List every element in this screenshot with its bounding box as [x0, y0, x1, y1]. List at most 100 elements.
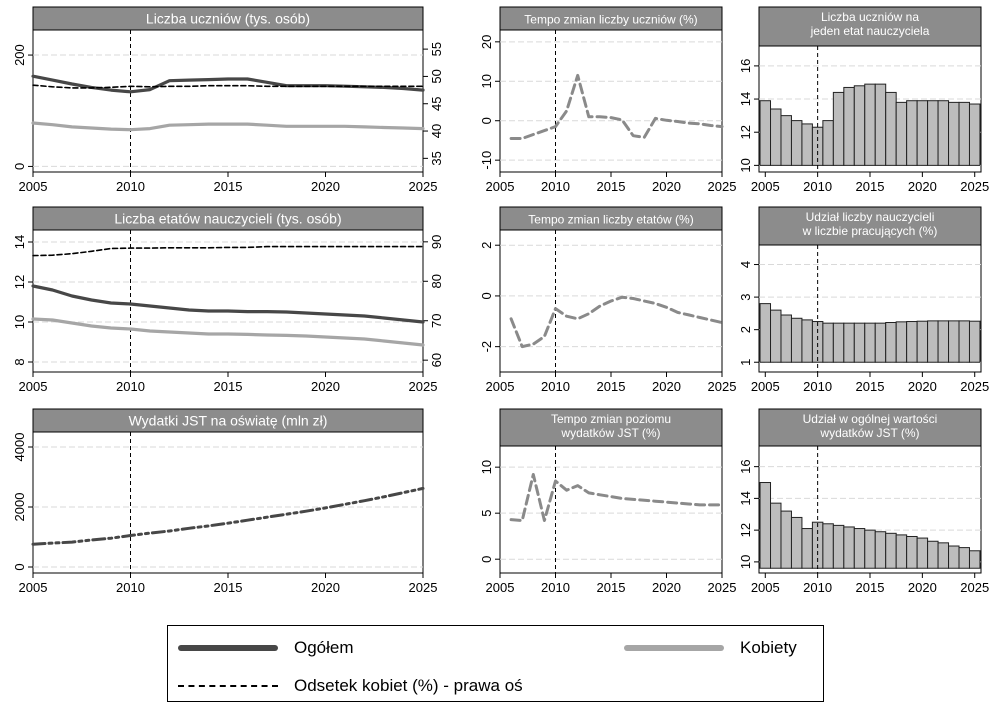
x-tick-label-p2: 2025 — [708, 179, 737, 194]
legend-swatch-ogolem — [178, 645, 278, 651]
y-tick-label-p9: 12 — [738, 523, 753, 537]
legend-item-kobiety: Kobiety — [624, 638, 797, 658]
x-tick-label-p2: 2010 — [541, 179, 570, 194]
plot-area-p8 — [499, 445, 723, 574]
bar-p3 — [958, 101, 970, 166]
x-tick-label-p1: 2010 — [116, 179, 145, 194]
panel-header-p9 — [758, 408, 982, 447]
bar-p6 — [853, 322, 866, 363]
x-tick-label-p3: 2015 — [856, 179, 885, 194]
y2-tick-label-p4: 80 — [429, 274, 444, 288]
bar-p3 — [853, 85, 866, 166]
x-tick-label-p7: 2015 — [214, 580, 243, 595]
series-line-kobiety-p4 — [31, 317, 425, 347]
x-tick-label-p1: 2005 — [19, 179, 48, 194]
y2-tick-label-p1: 55 — [429, 42, 444, 56]
panel-header-p8 — [499, 408, 723, 447]
y2-tick-label-p1: 50 — [429, 69, 444, 83]
panel-p4: Liczba etatów nauczycieli (tys. osób) 8 10… — [12, 206, 444, 394]
y-tick-label-p1: 200 — [12, 44, 27, 66]
bar-p6 — [759, 303, 772, 363]
y-tick-label-p4: 8 — [12, 358, 27, 365]
x-tick-label-p8: 2020 — [652, 580, 681, 595]
x-tick-label-p4: 2010 — [116, 379, 145, 394]
legend-item-ogolem: Ogółem — [178, 638, 354, 658]
bar-p3 — [759, 100, 772, 166]
y-tick-label-p8: 10 — [479, 460, 494, 474]
panel-title-p8-0: Tempo zmian poziomu — [551, 412, 671, 426]
x-tick-label-p9: 2010 — [803, 580, 832, 595]
x-tick-label-p2: 2015 — [597, 179, 626, 194]
bar-p9 — [780, 510, 792, 569]
bar-p9 — [822, 523, 834, 569]
x-tick-label-p9: 2005 — [751, 580, 780, 595]
x-tick-label-p5: 2005 — [486, 379, 515, 394]
bar-p9 — [801, 528, 813, 569]
x-tick-label-p4: 2005 — [19, 379, 48, 394]
y-tick-label-p2: 20 — [479, 35, 494, 49]
bar-p9 — [874, 531, 887, 569]
panel-title-p9-1: wydatków JST (%) — [819, 426, 919, 440]
x-tick-label-p9: 2020 — [908, 580, 937, 595]
y-tick-label-p6: 3 — [738, 293, 753, 300]
panel-title-p7-0: Wydatki JST na oświatę (mln zł) — [129, 413, 328, 429]
x-tick-label-p1: 2015 — [214, 179, 243, 194]
bar-p6 — [811, 321, 824, 363]
bar-p6 — [958, 320, 970, 363]
bar-p3 — [790, 120, 803, 166]
bar-p9 — [885, 532, 897, 569]
bar-p3 — [801, 123, 813, 166]
y-tick-label-p3: 14 — [738, 92, 753, 106]
y2-tick-label-p1: 40 — [429, 124, 444, 138]
bar-p3 — [885, 91, 897, 166]
y-tick-label-p3: 16 — [738, 59, 753, 73]
bar-p3 — [822, 120, 834, 166]
bar-p9 — [790, 516, 803, 569]
bar-p6 — [832, 322, 845, 363]
bar-p6 — [968, 320, 981, 363]
x-tick-label-p3: 2025 — [960, 179, 989, 194]
series-line-odsetek-p1 — [32, 84, 424, 89]
bar-p6 — [790, 317, 803, 363]
panel-title-p8-1: wydatków JST (%) — [560, 426, 660, 440]
bar-p3 — [843, 86, 855, 166]
y2-tick-label-p1: 45 — [429, 96, 444, 110]
bar-p3 — [832, 91, 845, 166]
bar-p3 — [874, 83, 887, 166]
x-tick-label-p1: 2020 — [311, 179, 340, 194]
x-tick-label-p5: 2015 — [597, 379, 626, 394]
bar-p6 — [780, 314, 792, 363]
panel-title-p6-1: w liczbie pracujących (%) — [802, 224, 938, 238]
bar-p9 — [832, 524, 845, 569]
y-tick-label-p7: 0 — [12, 563, 27, 570]
x-tick-label-p9: 2025 — [960, 580, 989, 595]
bar-p3 — [927, 100, 939, 166]
bar-p3 — [937, 100, 950, 166]
y-tick-label-p6: 1 — [738, 359, 753, 366]
panel-title-p5-0: Tempo zmian liczby etatów (%) — [528, 213, 693, 227]
y2-tick-label-p4: 90 — [429, 235, 444, 249]
bar-p6 — [874, 322, 887, 363]
y-tick-label-p5: 2 — [479, 242, 494, 249]
series-line-tempo-p5 — [509, 295, 724, 349]
plot-area-p1 — [32, 29, 424, 173]
y-tick-label-p2: 0 — [479, 117, 494, 124]
bar-p9 — [968, 550, 981, 569]
x-tick-label-p7: 2025 — [409, 580, 438, 595]
x-tick-label-p1: 2025 — [409, 179, 438, 194]
y-tick-label-p2: -10 — [479, 151, 494, 170]
legend: Ogółem Kobiety Odsetek kobiet (%) - praw… — [167, 625, 824, 702]
y2-tick-label-p4: 70 — [429, 313, 444, 327]
bar-p6 — [906, 321, 918, 363]
y-tick-label-p9: 10 — [738, 555, 753, 569]
panel-title-p3-1: jeden etat nauczyciela — [810, 24, 930, 38]
bar-p9 — [759, 482, 772, 569]
y-tick-label-p1: 0 — [12, 163, 27, 170]
x-tick-label-p2: 2005 — [486, 179, 515, 194]
y-tick-label-p3: 10 — [738, 158, 753, 172]
y-tick-label-p8: 0 — [479, 556, 494, 563]
x-tick-label-p6: 2010 — [803, 379, 832, 394]
